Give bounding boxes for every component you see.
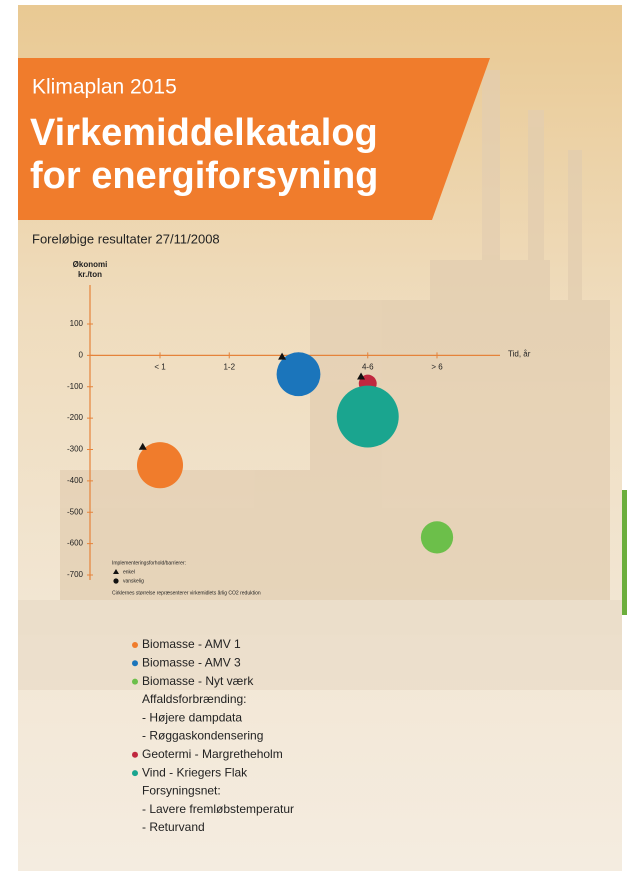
x-tick-label: > 6 (431, 362, 443, 371)
legend-dot (132, 660, 138, 666)
note-circle (113, 578, 118, 583)
bubble (337, 386, 399, 448)
y-tick-label: -700 (67, 570, 84, 579)
legend-dot (132, 752, 138, 758)
y-tick-label: -100 (67, 382, 84, 391)
y-tick-label: -200 (67, 413, 84, 422)
list-note: - Returvand (142, 820, 205, 834)
list-note: Affaldsforbrænding: (142, 692, 247, 706)
legend-label: Vind - Kriegers Flak (142, 765, 248, 779)
y-tick-label: -600 (67, 539, 84, 548)
legend-dot (132, 642, 138, 648)
x-tick-label: 1-2 (223, 362, 235, 371)
y-axis-title: Økonomi (73, 260, 108, 269)
side-tab (622, 490, 627, 615)
y-tick-label: -400 (67, 476, 84, 485)
x-tick-label: 4-6 (362, 362, 374, 371)
y-tick-label: -300 (67, 445, 84, 454)
subtitle: Foreløbige resultater 27/11/2008 (32, 231, 220, 246)
list-note: - Røggaskondensering (142, 729, 263, 743)
kicker: Klimaplan 2015 (32, 76, 177, 99)
list-note: Forsyningsnet: (142, 784, 221, 798)
legend-dot (132, 770, 138, 776)
chart-note: vanskelig (123, 578, 144, 584)
list-note: - Lavere fremløbstemperatur (142, 802, 294, 816)
legend-label: Geotermi - Margretheholm (142, 747, 283, 761)
y-axis-title: kr./ton (78, 270, 102, 279)
legend-dot (132, 679, 138, 685)
cover: Klimaplan 2015 Virkemiddelkatalog for en… (0, 0, 627, 877)
chart-note: Implementeringsforhold/barrierer: (112, 560, 186, 566)
x-axis-title: Tid, år (508, 349, 531, 358)
y-tick-label: 0 (79, 350, 84, 359)
legend-label: Biomasse - AMV 3 (142, 655, 241, 669)
y-tick-label: 100 (70, 319, 84, 328)
x-tick-label: < 1 (154, 362, 166, 371)
title: for energiforsyning (30, 155, 378, 197)
chart-note: Cirklernes størrelse repræsenterer virke… (112, 589, 261, 596)
legend-label: Biomasse - Nyt værk (142, 674, 254, 688)
y-tick-label: -500 (67, 507, 84, 516)
list-note: - Højere dampdata (142, 710, 242, 724)
bubble (421, 521, 453, 553)
legend-label: Biomasse - AMV 1 (142, 637, 241, 651)
chart-note: enkel (123, 569, 135, 575)
title: Virkemiddelkatalog (30, 112, 378, 154)
page: Klimaplan 2015 Virkemiddelkatalog for en… (0, 0, 627, 877)
